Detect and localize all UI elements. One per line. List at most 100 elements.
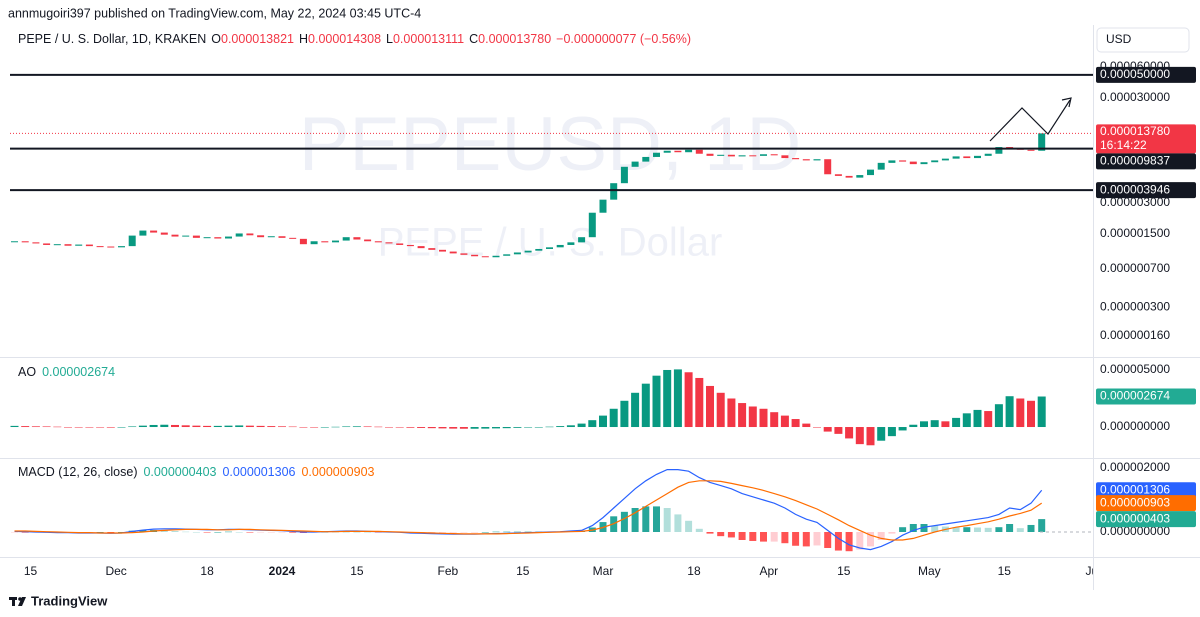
macd-histogram-bar — [695, 528, 703, 532]
candle — [32, 242, 40, 244]
legend-item: 0.000000403 — [143, 465, 216, 479]
ao-bar — [374, 426, 383, 428]
macd-histogram-bar — [1038, 519, 1046, 532]
candle — [824, 159, 832, 175]
y-tick-label: 0.000000000 — [1100, 524, 1170, 538]
value-box — [1096, 153, 1196, 170]
candle — [150, 230, 158, 233]
candle — [513, 252, 521, 255]
ao-bar — [310, 427, 319, 428]
candle — [53, 244, 61, 246]
candle — [1027, 149, 1035, 151]
candle — [653, 152, 660, 157]
macd-histogram-bar — [920, 524, 928, 532]
legend-item: 0.000014308 — [308, 32, 381, 46]
macd-histogram-bar — [257, 532, 265, 533]
legend-item: PEPE / U. S. Dollar, 1D, KRAKEN — [18, 32, 206, 46]
legend-item: 0.000013821 — [221, 32, 294, 46]
ao-bar — [10, 425, 19, 428]
candle — [888, 160, 896, 163]
macd-histogram-bar — [642, 506, 650, 532]
legend-item: 0.000013780 — [478, 32, 551, 46]
macd-histogram-bar — [171, 531, 179, 532]
macd-histogram-bar — [738, 532, 746, 540]
ao-bar — [459, 427, 468, 429]
legend-item: O — [211, 32, 221, 46]
ao-bar — [363, 426, 372, 428]
macd-histogram-bar — [107, 532, 115, 533]
candle — [610, 183, 618, 200]
ao-bar — [877, 427, 886, 441]
ao-bar — [181, 425, 190, 428]
candle — [321, 241, 329, 243]
ao-bar — [780, 415, 789, 428]
ao-bar — [53, 426, 62, 428]
candle — [941, 158, 949, 161]
macd-histogram-bar — [706, 532, 714, 534]
y-tick-label: 0.000005000 — [1100, 362, 1170, 376]
legend-item: 0.000001306 — [222, 465, 295, 479]
ao-bar — [406, 427, 415, 428]
ao-bar — [920, 421, 928, 428]
ao-bar — [438, 427, 447, 429]
x-tick-label: 15 — [350, 564, 364, 578]
ao-bar — [748, 406, 757, 428]
ao-bar — [941, 421, 950, 428]
ao-bar — [770, 412, 779, 428]
x-tick-label: 18 — [687, 564, 701, 578]
logo-part — [12, 597, 15, 606]
candle — [749, 155, 757, 157]
macd-histogram-bar — [824, 532, 832, 548]
ao-bar — [962, 413, 971, 428]
ao-bar — [534, 427, 543, 428]
ao-bar — [566, 425, 575, 428]
macd-histogram-bar — [203, 532, 211, 533]
x-tick-label: Dec — [105, 564, 126, 578]
macd-histogram-bar — [620, 511, 628, 532]
macd-histogram-bar — [931, 525, 939, 532]
ao-bar — [149, 424, 158, 428]
ao-bar — [887, 427, 896, 437]
candle — [43, 243, 51, 245]
candle — [813, 159, 821, 161]
ao-bar — [160, 424, 169, 428]
macd-histogram-bar — [246, 532, 254, 533]
ao-bar — [385, 427, 393, 428]
candle — [877, 162, 885, 170]
value-box-label: 0.000003946 — [1100, 182, 1170, 196]
ao-bar — [299, 427, 308, 428]
ao-bar — [64, 427, 72, 428]
currency-button[interactable] — [1096, 27, 1190, 53]
candle — [257, 235, 265, 238]
candle — [727, 154, 735, 157]
macd-histogram-bar — [792, 532, 800, 546]
x-tick-label: Mar — [593, 564, 614, 578]
currency: USD — [1106, 32, 1132, 46]
ao-bar — [106, 427, 115, 428]
candle — [289, 237, 297, 239]
macd-histogram-bar — [749, 532, 757, 541]
macd-histogram-bar — [770, 532, 778, 542]
ao-bar — [331, 426, 340, 428]
watermark: PEPE / U. S. Dollar — [378, 221, 723, 265]
macd-histogram-bar — [235, 532, 243, 533]
macd-histogram-bar — [11, 532, 18, 533]
ao-bar — [994, 404, 1003, 428]
macd-histogram-bar — [1027, 524, 1035, 532]
macd-histogram-bar — [899, 527, 907, 532]
ao-bar — [834, 427, 843, 434]
candle — [75, 244, 83, 246]
ao-bar — [320, 427, 329, 428]
ao-bar — [577, 423, 586, 428]
candle — [417, 246, 425, 249]
x-tick-label: 15 — [516, 564, 530, 578]
ao-bar — [663, 369, 672, 428]
y-tick-label: 0.000000700 — [1100, 261, 1170, 275]
price-axis: 0.0000600000.0000300000.0000030000.00000… — [0, 25, 1200, 590]
candle — [974, 155, 981, 159]
macd-histogram-bar — [182, 531, 190, 533]
ao-bar — [267, 426, 276, 428]
ao-bar — [556, 426, 565, 428]
macd-histogram-bar — [1016, 528, 1024, 532]
candle — [214, 237, 222, 239]
